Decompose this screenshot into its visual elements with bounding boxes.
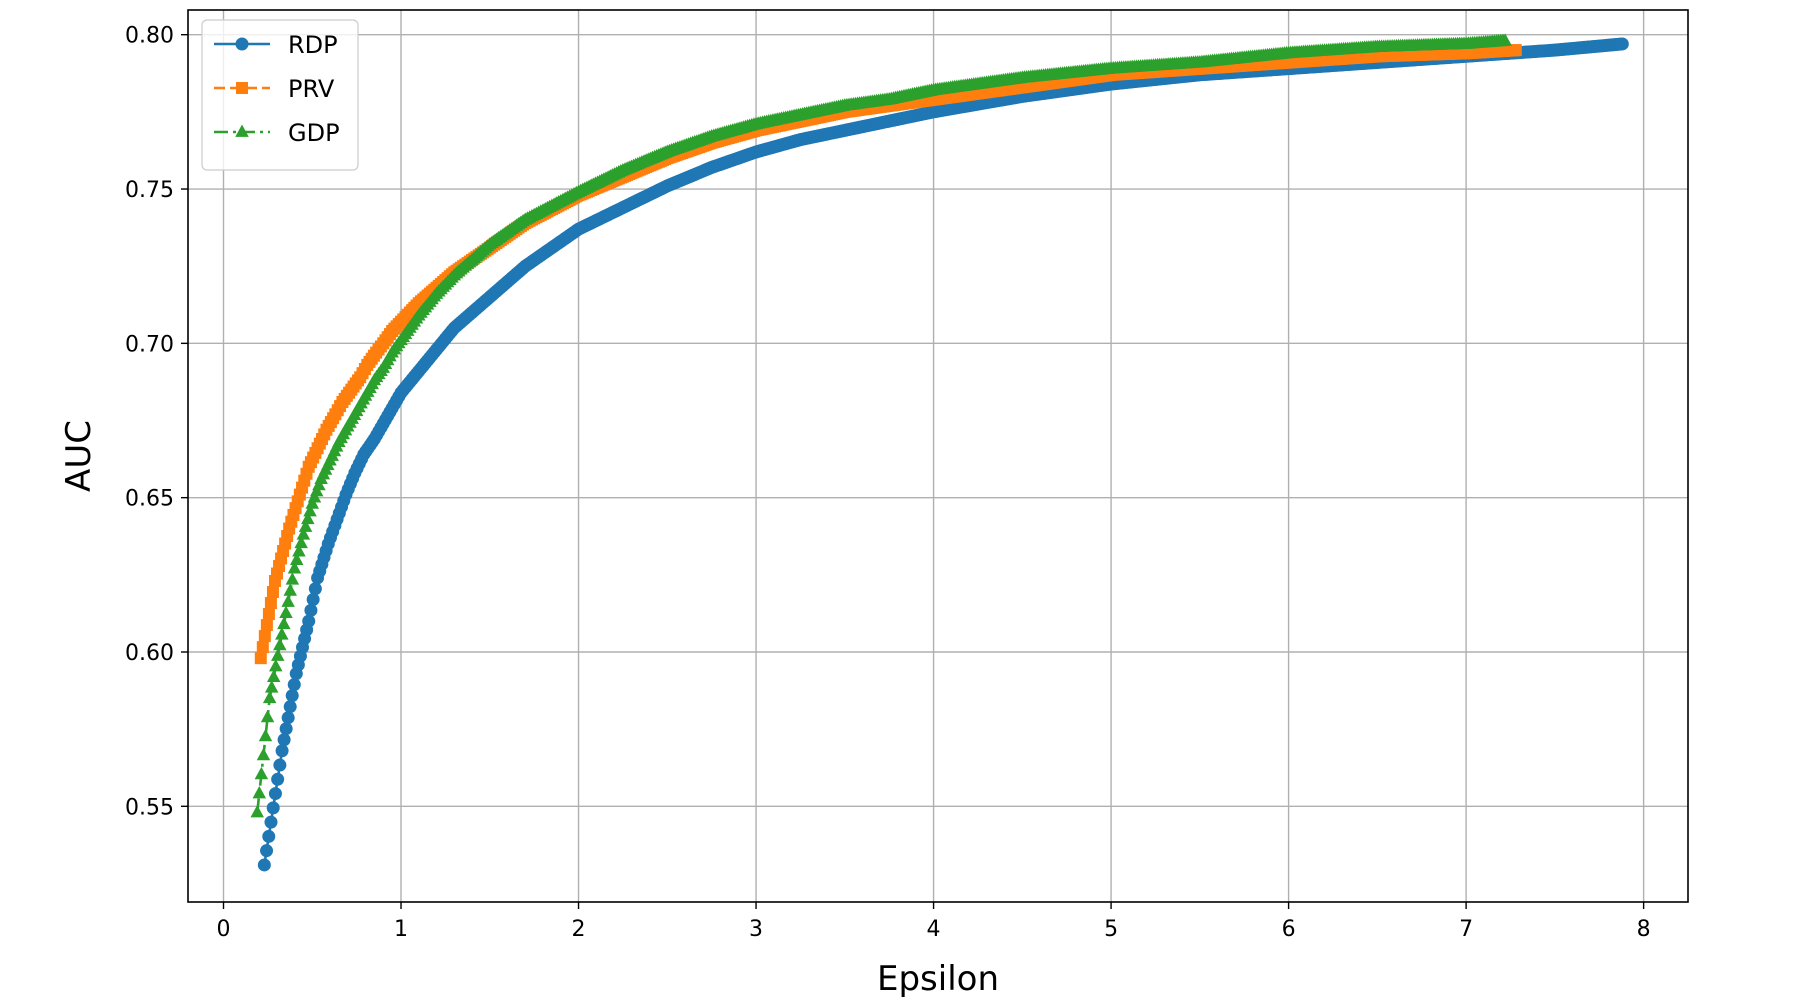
data-point-rdp <box>277 733 291 747</box>
data-point-gdp <box>289 552 304 566</box>
y-tick-label: 0.75 <box>125 178 174 203</box>
data-point-gdp <box>262 690 277 704</box>
data-point-gdp <box>271 648 285 661</box>
x-tick-label: 3 <box>749 917 763 942</box>
data-point-rdp <box>257 858 271 872</box>
data-point-gdp <box>283 583 297 596</box>
data-point-rdp <box>271 772 285 786</box>
data-point-gdp <box>294 535 308 549</box>
data-point-gdp <box>1498 33 1512 46</box>
x-tick-label: 7 <box>1459 917 1473 942</box>
data-point-rdp <box>268 787 282 801</box>
x-axis-label: Epsilon <box>877 959 999 999</box>
series-gdp <box>250 33 1512 818</box>
y-tick-label: 0.70 <box>125 332 174 357</box>
data-point-gdp <box>275 627 289 640</box>
legend: RDP PRV GDP <box>201 19 359 171</box>
data-point-prv <box>1509 44 1522 57</box>
data-point-rdp <box>283 700 297 714</box>
data-point-gdp <box>266 669 281 683</box>
y-axis-label: AUC <box>59 420 99 492</box>
data-point-rdp <box>285 689 299 703</box>
y-tick-label: 0.80 <box>125 24 174 49</box>
data-point-rdp <box>302 614 316 628</box>
legend-entry-prv: PRV <box>214 75 335 103</box>
legend-label: GDP <box>288 119 340 147</box>
data-point-gdp <box>277 616 291 630</box>
data-point-gdp <box>268 659 283 672</box>
data-point-prv <box>266 586 279 599</box>
y-tick-label: 0.55 <box>125 795 174 820</box>
data-point-gdp <box>273 637 287 651</box>
legend-label: PRV <box>288 75 335 103</box>
x-tick-label: 8 <box>1637 917 1651 942</box>
data-point-rdp <box>264 815 278 829</box>
legend-marker <box>235 124 249 137</box>
x-tick-label: 6 <box>1282 917 1296 942</box>
data-point-rdp <box>260 844 274 858</box>
series-rdp <box>257 37 1629 872</box>
data-point-gdp <box>301 511 315 525</box>
legend-entry-rdp: RDP <box>214 31 338 59</box>
data-point-gdp <box>264 680 279 693</box>
data-point-prv <box>254 652 267 665</box>
data-point-prv <box>258 630 271 643</box>
data-point-rdp <box>266 801 280 815</box>
data-point-gdp <box>303 504 317 517</box>
data-point-gdp <box>252 785 267 799</box>
data-point-rdp <box>287 678 301 692</box>
data-point-gdp <box>285 572 300 585</box>
axis-ticks: 0 1 2 3 4 5 6 7 8 0.55 0.60 0.65 0.70 0.75 0.80 <box>125 24 1651 942</box>
data-point-gdp <box>258 728 273 742</box>
legend-marker <box>235 37 249 51</box>
legend-marker <box>236 82 248 94</box>
y-tick-label: 0.60 <box>125 641 174 666</box>
data-point-gdp <box>256 747 271 761</box>
data-point-gdp <box>260 709 275 723</box>
data-point-gdp <box>292 544 306 557</box>
data-point-rdp <box>279 722 293 736</box>
data-point-rdp <box>1615 37 1629 51</box>
x-tick-label: 2 <box>572 917 586 942</box>
data-point-rdp <box>275 744 289 758</box>
series-group <box>250 33 1629 872</box>
data-point-prv <box>264 597 277 610</box>
data-point-prv <box>262 608 275 621</box>
x-tick-label: 1 <box>394 917 408 942</box>
data-point-rdp <box>304 603 318 617</box>
legend-entries: RDP PRV GDP <box>214 31 340 147</box>
data-point-rdp <box>308 582 322 596</box>
legend-entry-gdp: GDP <box>214 119 340 147</box>
plot-frame <box>187 9 1689 903</box>
data-point-rdp <box>273 758 287 772</box>
data-point-rdp <box>306 593 320 607</box>
data-point-rdp <box>281 711 295 725</box>
data-point-gdp <box>279 605 293 618</box>
data-point-prv <box>260 619 273 632</box>
x-tick-label: 5 <box>1104 917 1118 942</box>
data-point-gdp <box>281 594 295 607</box>
y-tick-label: 0.65 <box>125 487 174 512</box>
x-tick-label: 4 <box>927 917 941 942</box>
data-point-gdp <box>254 766 269 780</box>
data-point-gdp <box>298 519 313 532</box>
data-point-rdp <box>262 829 276 843</box>
data-point-gdp <box>250 804 264 818</box>
x-tick-label: 0 <box>217 917 231 942</box>
data-point-gdp <box>296 527 311 540</box>
data-point-prv <box>256 641 269 654</box>
grid <box>188 10 1688 902</box>
legend-label: RDP <box>288 31 338 59</box>
data-point-gdp <box>287 561 302 574</box>
